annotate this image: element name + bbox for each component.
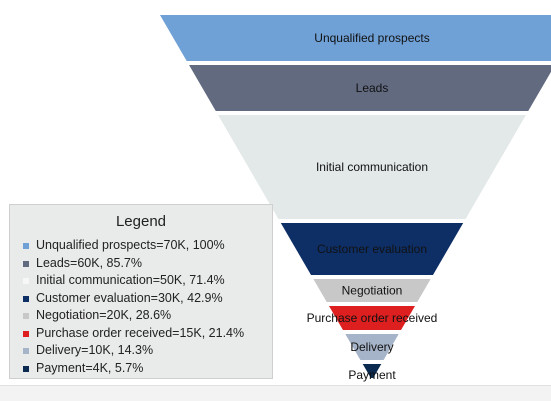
legend-label: Negotiation=20K, 28.6% bbox=[36, 308, 172, 322]
legend-item: Initial communication=50K, 71.4% bbox=[10, 272, 272, 290]
funnel-label-leads: Leads bbox=[356, 81, 389, 95]
legend-swatch bbox=[23, 365, 29, 372]
scrollbar-area bbox=[0, 385, 551, 401]
funnel-label-purchase-order-received: Purchase order received bbox=[307, 311, 438, 325]
legend-item: Payment=4K, 5.7% bbox=[10, 360, 272, 378]
legend-label: Unqualified prospects=70K, 100% bbox=[36, 238, 225, 252]
legend-swatch bbox=[23, 260, 29, 267]
funnel-label-delivery: Delivery bbox=[350, 340, 393, 354]
funnel-segment-leads[interactable] bbox=[189, 65, 551, 111]
legend-label: Delivery=10K, 14.3% bbox=[36, 343, 154, 357]
legend-item: Purchase order received=15K, 21.4% bbox=[10, 325, 272, 343]
legend-list: Unqualified prospects=70K, 100% Leads=60K… bbox=[10, 237, 272, 377]
funnel-segment-purchase-order-received[interactable] bbox=[329, 306, 415, 330]
legend-label: Customer evaluation=30K, 42.9% bbox=[36, 290, 223, 305]
funnel-label-unqualified-prospects: Unqualified prospects bbox=[314, 31, 429, 45]
funnel-label-negotiation: Negotiation bbox=[342, 284, 403, 298]
legend-label: Payment=4K, 5.7% bbox=[36, 360, 144, 375]
funnel-segment-delivery[interactable] bbox=[345, 334, 399, 360]
funnel-label-payment: Payment bbox=[348, 368, 396, 382]
legend-item: Customer evaluation=30K, 42.9% bbox=[10, 290, 272, 308]
funnel-segment-payment[interactable] bbox=[362, 364, 382, 378]
funnel-label-customer-evaluation: Customer evaluation bbox=[317, 242, 427, 256]
legend-swatch bbox=[23, 278, 29, 284]
legend-item: Negotiation=20K, 28.6% bbox=[10, 307, 272, 325]
legend-title: Legend bbox=[115, 213, 167, 230]
legend-swatch bbox=[23, 330, 29, 337]
legend-item: Leads=60K, 85.7% bbox=[10, 255, 272, 273]
funnel-segment-unqualified-prospects[interactable] bbox=[160, 15, 551, 61]
legend-box: Legend Unqualified prospects=70K, 100% Le… bbox=[9, 204, 273, 379]
legend-swatch bbox=[23, 243, 29, 249]
funnel-segment-initial-communication[interactable] bbox=[218, 115, 526, 219]
funnel-segment-customer-evaluation[interactable] bbox=[280, 223, 464, 275]
legend-item: Delivery=10K, 14.3% bbox=[10, 342, 272, 360]
legend-label: Purchase order received=15K, 21.4% bbox=[36, 325, 245, 340]
legend-swatch bbox=[23, 348, 29, 354]
funnel-label-initial-communication: Initial communication bbox=[316, 160, 428, 174]
legend-label: Initial communication=50K, 71.4% bbox=[36, 273, 225, 287]
legend-label: Leads=60K, 85.7% bbox=[36, 255, 142, 270]
funnel-segment-negotiation[interactable] bbox=[313, 279, 431, 302]
legend-item: Unqualified prospects=70K, 100% bbox=[10, 237, 272, 255]
legend-swatch bbox=[23, 295, 29, 302]
legend-swatch bbox=[23, 313, 29, 319]
